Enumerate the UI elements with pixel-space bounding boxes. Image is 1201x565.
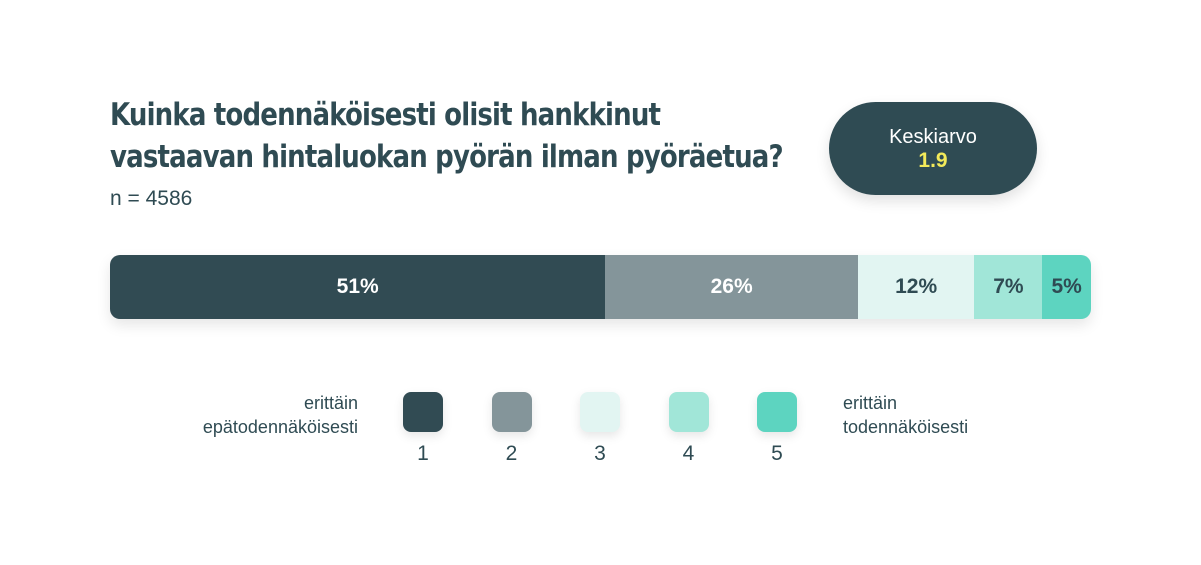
average-label: Keskiarvo	[889, 125, 977, 148]
legend-item-3: 3	[580, 392, 620, 472]
bar-value-label-2: 26%	[710, 275, 753, 298]
legend-item-2: 2	[491, 392, 532, 472]
bar-segment-4: 7%	[974, 255, 1043, 319]
legend-right-line-2: todennäköisesti	[843, 417, 969, 437]
chart-title-line-2: vastaavan hintaluokan pyörän ilman pyörä…	[110, 139, 784, 175]
legend-left-line-1: erittäin	[303, 393, 358, 413]
bar-value-label-4: 7%	[993, 275, 1024, 298]
legend-item-5: 5	[757, 392, 797, 472]
bar-segment-2: 26%	[605, 255, 858, 319]
legend-swatch-3	[580, 392, 620, 432]
legend-right-label: erittäin todennäköisesti	[843, 391, 1043, 439]
chart-title: Kuinka todennäköisesti olisit hankkinut …	[110, 94, 784, 178]
legend-swatch-5	[757, 392, 797, 432]
average-badge: Keskiarvo 1.9	[829, 102, 1037, 195]
legend-item-4: 4	[668, 392, 709, 472]
bar-segment-5: 5%	[1042, 255, 1091, 319]
legend-right-line-1: erittäin	[843, 393, 898, 413]
legend-swatch-2	[491, 392, 532, 432]
legend-number-3: 3	[594, 442, 606, 465]
average-value: 1.9	[918, 148, 948, 172]
legend-item-1: 1	[403, 392, 443, 472]
chart-title-line-1: Kuinka todennäköisesti olisit hankkinut	[110, 97, 661, 133]
bar-segment-3: 12%	[857, 255, 975, 319]
legend-number-1: 1	[417, 442, 429, 465]
legend-number-2: 2	[505, 442, 518, 465]
bar-value-label-1: 51%	[336, 275, 379, 298]
bar-segment-1: 51%	[110, 255, 606, 319]
legend-number-5: 5	[771, 442, 783, 465]
bar-value-label-5: 5%	[1051, 275, 1082, 298]
legend-swatch-4	[668, 392, 709, 432]
sample-size: n = 4586	[110, 187, 193, 210]
bar-value-label-3: 12%	[895, 275, 938, 298]
legend-number-4: 4	[682, 442, 695, 465]
legend-left-line-2: epätodennäköisesti	[202, 417, 358, 437]
legend-left-label: erittäin epätodennäköisesti	[150, 391, 358, 439]
legend-swatch-1	[403, 392, 443, 432]
stacked-bar: 51% 26% 12% 7% 5%	[110, 255, 1091, 319]
